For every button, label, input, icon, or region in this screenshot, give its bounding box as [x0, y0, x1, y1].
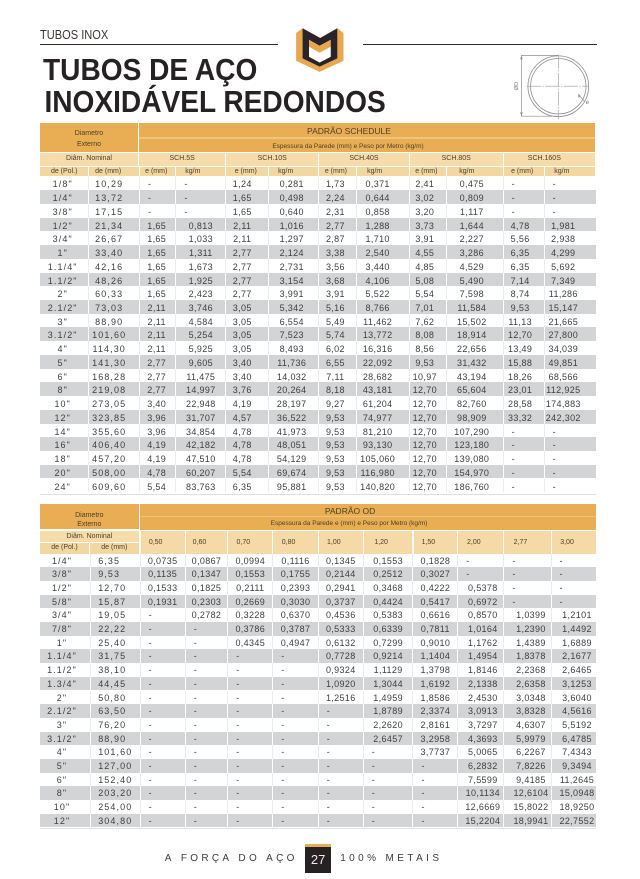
svg-text:ØD: ØD	[514, 82, 520, 90]
svg-text:e: e	[586, 100, 590, 106]
